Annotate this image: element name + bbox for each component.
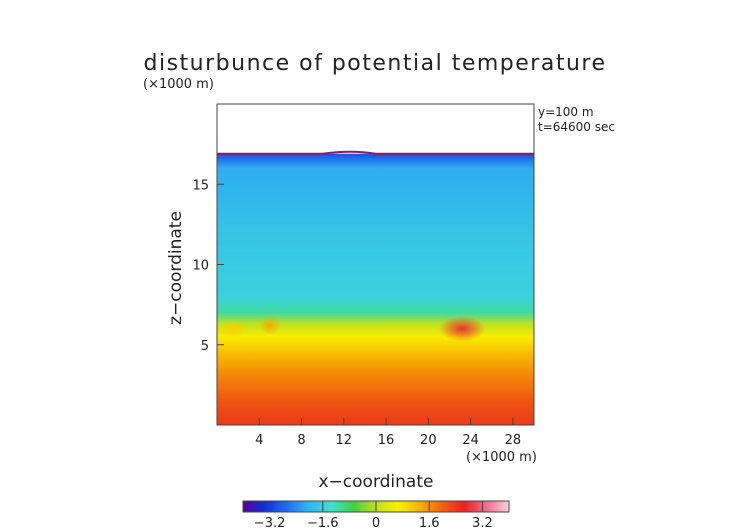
colorbar-tick-label: 0	[372, 516, 380, 531]
x-unit-label: (×1000 m)	[466, 450, 537, 465]
colorbar-tick-label: −1.6	[307, 516, 339, 531]
y-axis-label: z−coordinate	[166, 211, 186, 325]
y-axis: 5 10 15	[192, 178, 224, 354]
y-tick-label: 10	[192, 259, 209, 274]
x-tick-label: 4	[255, 433, 263, 448]
x-tick-label: 24	[462, 433, 479, 448]
colorbar-tick-label: 1.6	[419, 516, 440, 531]
field-anomaly	[438, 315, 486, 342]
x-axis-label: x−coordinate	[319, 472, 434, 492]
y-unit-label: (×1000 m)	[143, 77, 214, 92]
x-tick-label: 28	[505, 433, 522, 448]
chart-title: disturbunce of potential temperature	[144, 51, 607, 76]
annotation-time: t=64600 sec	[538, 120, 615, 134]
field-top-boundary	[217, 150, 534, 155]
x-tick-label: 12	[336, 433, 353, 448]
annotation-y-position: y=100 m	[538, 105, 594, 119]
annotation-block: y=100 m t=64600 sec	[538, 105, 615, 134]
field-anomaly	[217, 320, 249, 337]
field-anomaly	[259, 315, 281, 336]
x-tick-label: 8	[297, 433, 305, 448]
field-profile	[217, 153, 534, 425]
x-tick-label: 16	[378, 433, 395, 448]
x-axis: 4 8 12 16 20 24 28	[255, 418, 521, 448]
y-tick-label: 15	[192, 178, 209, 193]
colorbar: −3.2 −1.6 0 1.6 3.2	[242, 500, 510, 531]
plot-area	[217, 150, 534, 425]
x-tick-label: 20	[420, 433, 437, 448]
colorbar-tick-label: −3.2	[254, 516, 286, 531]
colorbar-tick-label: 3.2	[472, 516, 493, 531]
y-tick-label: 5	[201, 339, 209, 354]
